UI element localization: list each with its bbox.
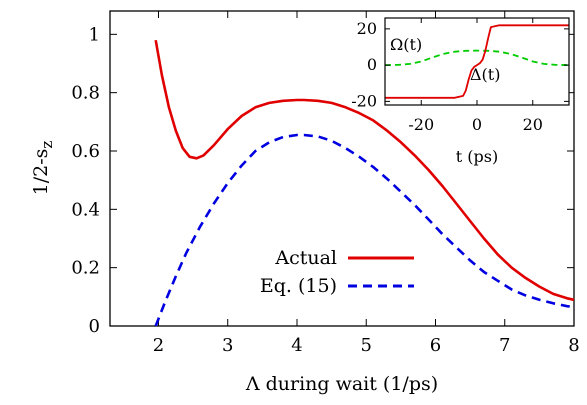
x-tick-label-3: 5 — [361, 335, 372, 356]
x-tick-label-6: 8 — [568, 335, 579, 356]
y-tick-label-5: 1 — [89, 24, 100, 45]
y-axis-label-sub: z — [38, 141, 56, 149]
inset-x-tick-label-0: -20 — [408, 115, 434, 134]
inset-x-axis-label: t (ps) — [456, 147, 498, 166]
series-line-eq15 — [154, 133, 575, 327]
main-ticks: 2 3 4 5 6 7 8 0 0.2 0.4 0.6 0.8 1 — [71, 11, 580, 356]
x-tick-label-0: 2 — [153, 335, 164, 356]
inset-series-label-omega: Ω(t) — [390, 35, 422, 54]
main-series — [154, 39, 575, 327]
y-tick-label-4: 0.8 — [71, 83, 100, 104]
y-axis-label: 1/2-sz — [30, 141, 56, 196]
y-tick-label-1: 0.2 — [71, 258, 100, 279]
inset-y-tick-label-0: -20 — [351, 91, 377, 110]
y-axis-label-main: 1/2-s — [30, 149, 52, 196]
inset-series — [384, 24, 570, 99]
legend-label-actual: Actual — [274, 247, 337, 269]
inset-background — [385, 18, 569, 105]
main-plot-frame — [109, 10, 575, 327]
inset-x-tick-label-1: 0 — [472, 115, 482, 134]
x-tick-label-2: 4 — [291, 335, 302, 356]
inset-series-label-delta: Δ(t) — [470, 65, 500, 84]
x-tick-label-1: 3 — [222, 335, 233, 356]
inset-ticks: -20 0 20 -20 0 20 — [351, 18, 569, 134]
y-tick-label-0: 0 — [89, 316, 100, 337]
legend: Actual Eq. (15) — [260, 247, 414, 297]
inset-y-tick-label-1: 0 — [367, 55, 377, 74]
y-tick-label-3: 0.6 — [71, 141, 100, 162]
x-tick-label-4: 6 — [430, 335, 441, 356]
inset-series-line-omega — [384, 49, 570, 66]
y-tick-label-2: 0.4 — [71, 199, 100, 220]
inset-y-tick-label-2: 20 — [357, 19, 377, 38]
legend-label-eq15: Eq. (15) — [260, 275, 337, 297]
x-axis-label: Λ during wait (1/ps) — [245, 373, 438, 395]
inset-x-tick-label-2: 20 — [523, 115, 543, 134]
series-line-actual — [154, 39, 575, 302]
x-tick-label-5: 7 — [499, 335, 510, 356]
inset-series-line-delta — [385, 24, 569, 99]
